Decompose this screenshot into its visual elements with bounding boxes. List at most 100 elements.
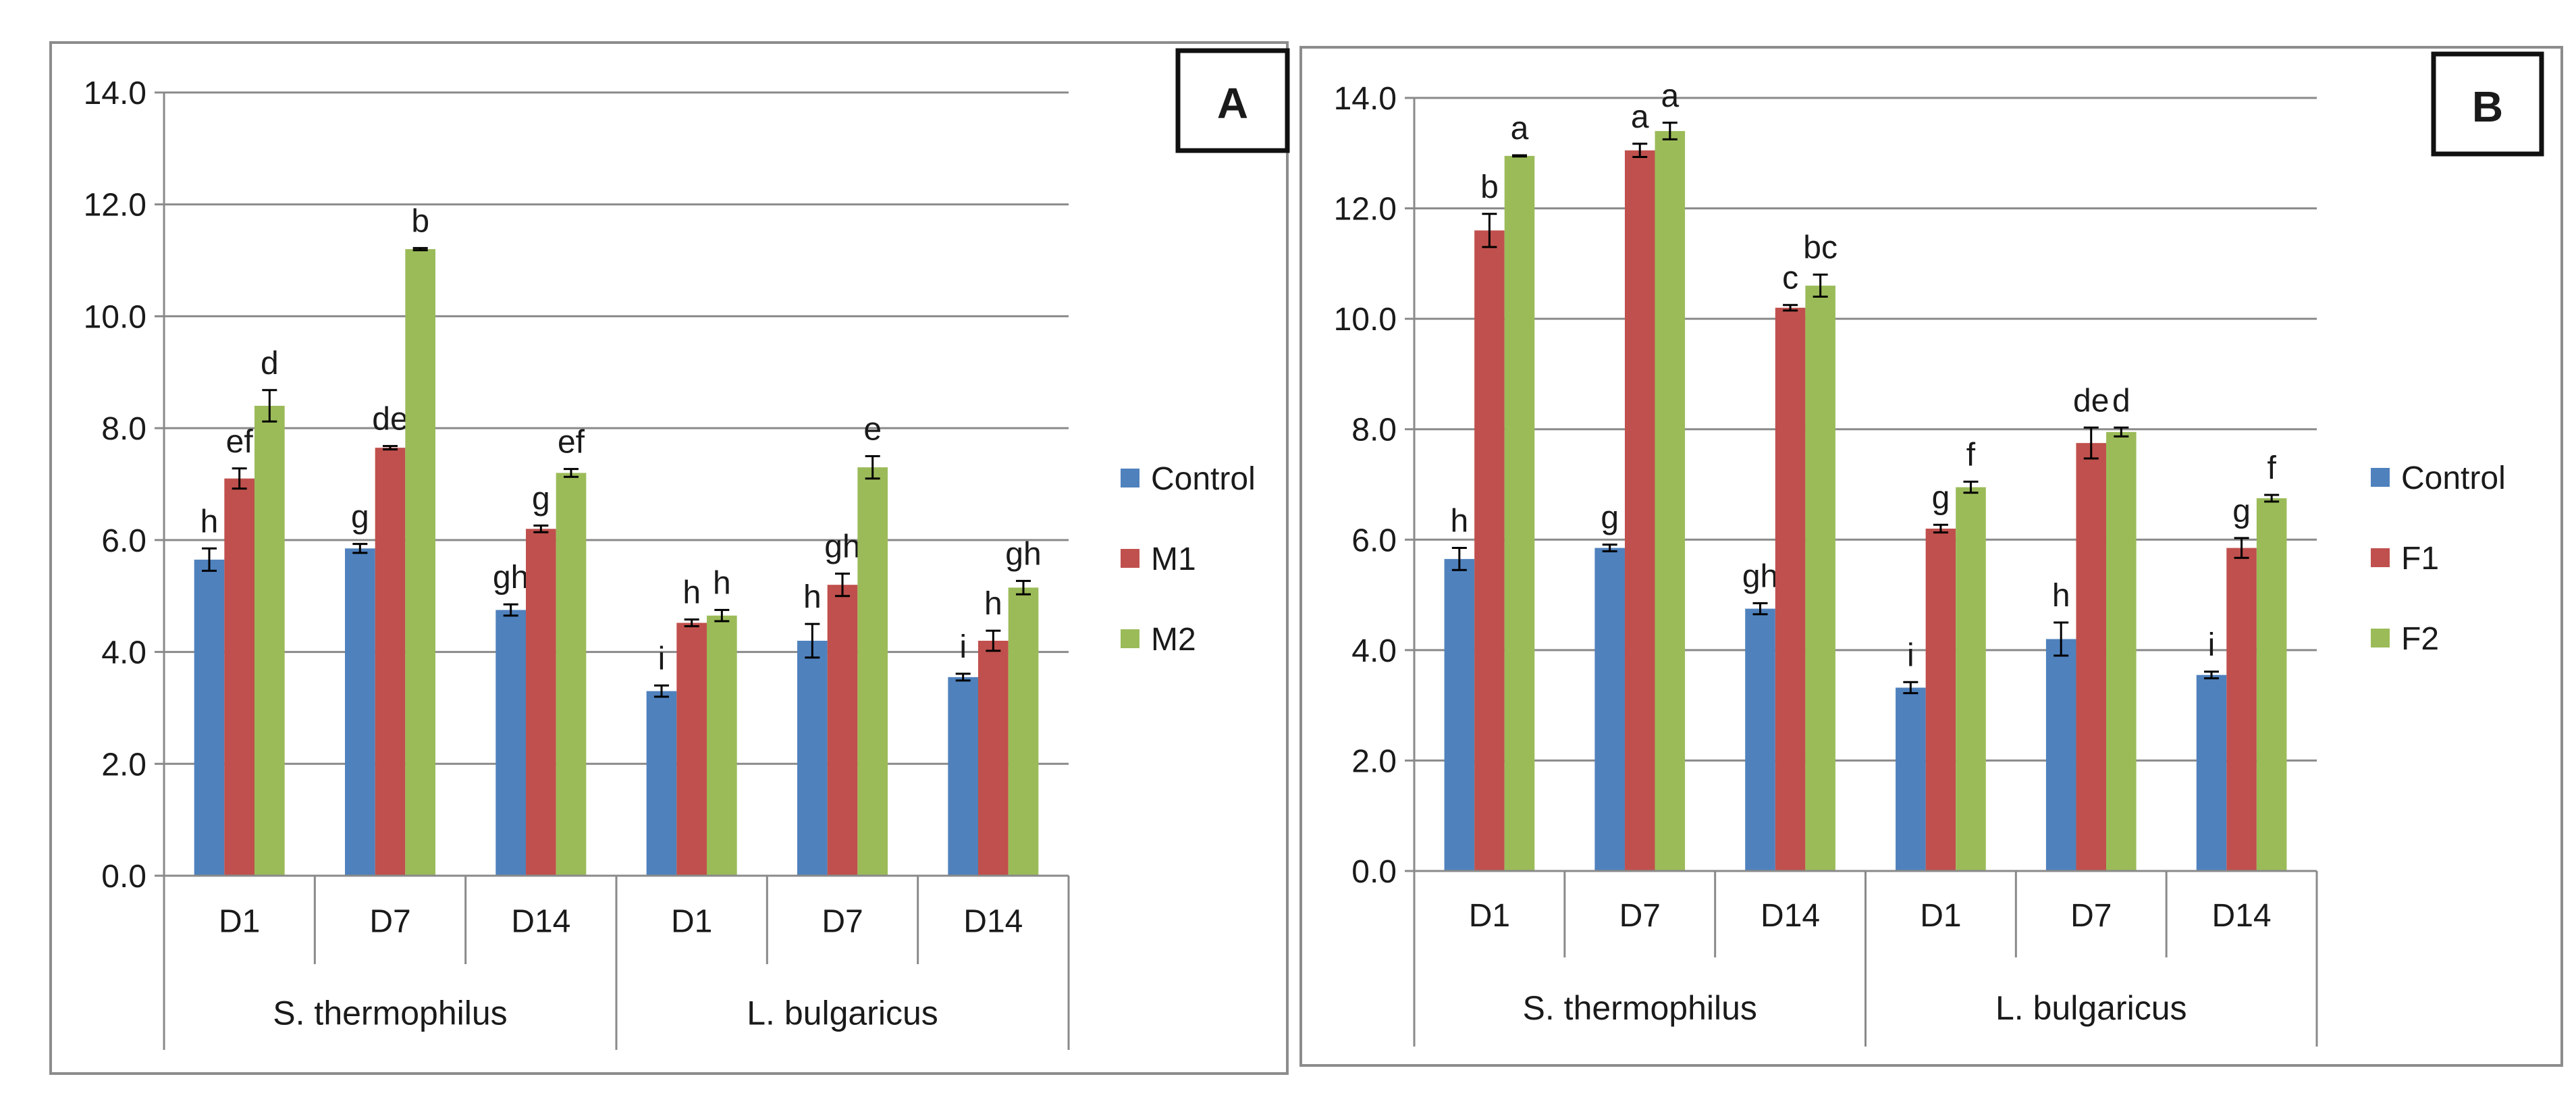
panel-a-significance-letter: de (372, 402, 408, 438)
panel-b-bar-control (2196, 675, 2227, 871)
panel-b-significance-letter: h (1450, 504, 1468, 539)
panel-b-y-tick-label: 8.0 (1351, 413, 1397, 448)
panel-b-label-box (2431, 51, 2544, 157)
panel-a-label-box (1175, 48, 1290, 153)
panel-b-bar-f1 (2076, 443, 2107, 871)
panel-a-significance-letter: ef (558, 425, 585, 460)
panel-b-bar-f1 (1925, 528, 1956, 871)
panel-b-significance-letter: f (1966, 437, 1976, 473)
panel-a-significance-letter: h (713, 565, 731, 601)
panel-a-category-label: D7 (822, 904, 863, 940)
panel-a-significance-letter: gh (1005, 536, 1041, 572)
panel-a-bar-m2 (405, 249, 435, 876)
panel-b-y-tick-label: 10.0 (1334, 302, 1397, 338)
panel-a-legend-swatch (1121, 629, 1139, 648)
panel-a-significance-letter: i (959, 629, 967, 665)
panel-b-bar-f2 (1956, 487, 1986, 871)
panel-b-bar-f2 (1655, 131, 1686, 872)
panel-a-y-tick-label: 4.0 (101, 635, 146, 671)
panel-a-legend-label: M2 (1151, 622, 1196, 658)
panel-b: B 0.02.04.06.08.010.012.014.0h gghihibacg… (1299, 46, 2563, 1067)
panel-b-category-label: D1 (1920, 898, 1961, 934)
panel-a-significance-letter: i (658, 641, 666, 677)
panel-b-legend-swatch (2371, 629, 2390, 648)
panel-b-y-tick-label: 6.0 (1351, 523, 1397, 558)
panel-b-bar-f1 (2226, 548, 2257, 871)
panel-b-category-label: D14 (2212, 898, 2272, 934)
panel-b-significance-letter: g (1932, 480, 1950, 516)
panel-b-category-label: D14 (1761, 898, 1820, 934)
panel-b-label: B (2472, 82, 2503, 131)
panel-a-bar-control (194, 559, 225, 876)
panel-b-bar-f2 (2256, 498, 2287, 871)
panel-b-significance-letter: g (1601, 500, 1619, 536)
panel-a-group-label: L. bulgaricus (747, 995, 938, 1032)
panel-a-category-label: D14 (511, 904, 570, 940)
panel-b-legend-label: F2 (2401, 621, 2439, 657)
panel-a-bar-control (948, 677, 978, 876)
panel-b-bar-f2 (1805, 286, 1835, 872)
panel-a-bar-control (646, 691, 677, 876)
panel-a-significance-letter: e (863, 412, 882, 448)
panel-b-bar-control (1896, 687, 1926, 871)
panel-b-y-tick-label: 12.0 (1334, 192, 1397, 228)
panel-a-significance-letter: b (411, 203, 429, 239)
panel-a-category-label: D7 (369, 904, 410, 940)
panel-a-bar-control (495, 610, 526, 876)
panel-a-significance-letter: h (682, 575, 701, 611)
panel-a-significance-letter: d (261, 346, 279, 381)
panel-b-significance-letter: c (1782, 261, 1798, 296)
panel-a-legend-label: Control (1151, 461, 1256, 497)
panel-b-significance-letter: bc (1803, 230, 1837, 266)
panel-a-y-tick-label: 8.0 (101, 411, 146, 447)
panel-a-y-tick-label: 10.0 (84, 299, 146, 335)
panel-a-group-label: S. thermophilus (273, 995, 507, 1032)
panel-a-bar-m2 (556, 473, 587, 876)
panel-b-bar-f2 (1504, 155, 1535, 871)
panel-b-bar-control (1444, 558, 1475, 871)
panel-b-group-label: S. thermophilus (1523, 989, 1757, 1027)
panel-a-bar-m1 (224, 478, 254, 876)
panel-b-bar-control (1745, 608, 1775, 871)
panel-a-significance-letter: g (532, 481, 550, 517)
panel-b-category-label: D1 (1469, 898, 1510, 934)
panel-a-category-label: D14 (963, 904, 1023, 940)
panel-b-significance-letter: g (2232, 494, 2251, 529)
panel-a-bar-m1 (526, 529, 556, 876)
panel-a-y-tick-label: 14.0 (84, 76, 146, 111)
panel-b-bar-control (1594, 548, 1625, 871)
panel-b-bar-f1 (1624, 150, 1655, 872)
panel-b-significance-letter: a (1631, 99, 1649, 135)
panel-b-significance-letter: de (2073, 383, 2109, 419)
panel-a-bar-m2 (254, 406, 285, 876)
panel-b-bar-control (2045, 639, 2076, 871)
panel-a-category-label: D1 (219, 904, 260, 940)
panel-a-label: A (1217, 79, 1248, 128)
panel-b-y-tick-label: 14.0 (1334, 81, 1397, 117)
panel-b-significance-letter: b (1480, 169, 1499, 205)
panel-a-bar-m2 (707, 615, 737, 876)
panel-b-significance-letter: i (2208, 627, 2216, 663)
panel-a-significance-letter: h (200, 504, 219, 539)
panel-b-significance-letter: i (1907, 637, 1914, 673)
panel-a-y-tick-label: 12.0 (84, 188, 146, 223)
panel-b-significance-letter: a (1511, 111, 1529, 147)
panel-a: A 0.02.04.06.08.010.012.014.0h gghihiefde… (49, 41, 1290, 1075)
panel-a-significance-letter: gh (493, 560, 529, 596)
panel-a-bar-m2 (857, 467, 888, 876)
panel-a-bar-control (345, 548, 375, 876)
panel-a-category-label: D1 (671, 904, 712, 940)
panel-b-group-label: L. bulgaricus (1995, 989, 2187, 1027)
panel-b-legend-label: Control (2401, 460, 2506, 496)
panel-a-bar-control (797, 641, 828, 876)
panel-b-y-tick-label: 2.0 (1351, 743, 1397, 779)
panel-b-significance-letter: a (1661, 78, 1679, 114)
panel-b-bar-f1 (1775, 307, 1806, 871)
panel-b-bar-f2 (2106, 431, 2137, 871)
panel-a-y-tick-label: 2.0 (101, 747, 146, 783)
panel-b-significance-letter: h (2052, 578, 2070, 614)
panel-b-legend-label: F1 (2401, 541, 2439, 577)
panel-b-significance-letter: d (2112, 383, 2130, 419)
panel-b-significance-letter: f (2267, 450, 2276, 486)
